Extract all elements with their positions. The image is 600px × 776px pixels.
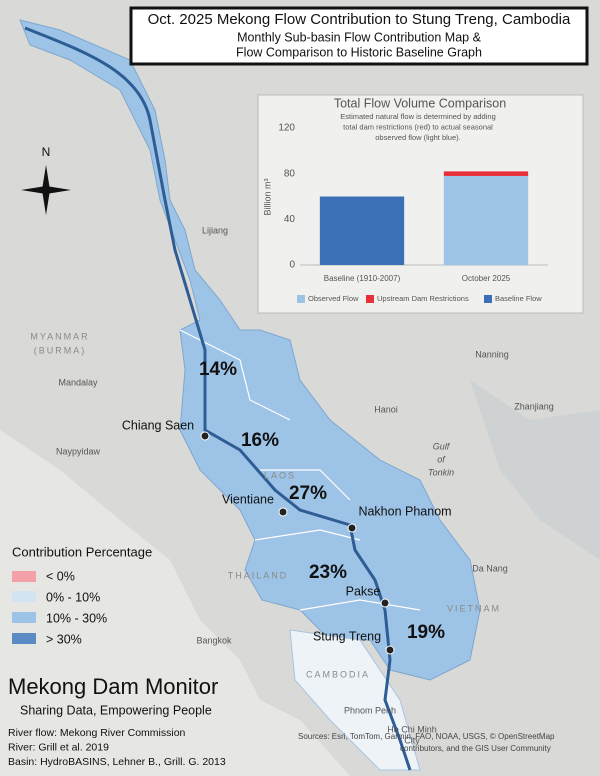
legend-swatch: [12, 591, 36, 602]
gauge-marker: [347, 523, 357, 533]
water-label: Tonkin: [428, 467, 454, 477]
y-tick-label: 40: [284, 214, 296, 225]
legend-title: Contribution Percentage: [12, 544, 152, 559]
delta-basin: [289, 629, 421, 771]
country-label: MYANMAR: [30, 331, 89, 341]
title-box: [129, 6, 589, 66]
sub-basin-boundaries: [179, 329, 421, 611]
title-line: Oct. 2025 Mekong Flow Contribution to St…: [148, 11, 571, 28]
y-axis-label: Billion m³: [262, 178, 272, 215]
mekong-river: [24, 26, 412, 771]
place-label: Da Nang: [472, 563, 508, 573]
brand-name: Mekong Dam Monitor: [8, 674, 218, 699]
bar: [443, 175, 529, 265]
credit-line: River: Grill et al. 2019: [8, 741, 109, 753]
compass: [21, 165, 71, 215]
title-line: Flow Comparison to Historic Baseline Gra…: [236, 45, 482, 59]
legend-swatch: [297, 295, 305, 303]
title-line: Monthly Sub-basin Flow Contribution Map …: [237, 30, 482, 44]
gauge-label: Pakse: [346, 584, 381, 598]
gauge-marker: [380, 598, 390, 608]
land-shade: [0, 430, 350, 776]
legend-swatch: [12, 612, 36, 623]
legend-label: < 0%: [46, 569, 75, 583]
brand-tagline: Sharing Data, Empowering People: [20, 703, 212, 717]
chart-subtitle: Estimated natural flow is determined by …: [340, 112, 496, 121]
place-label: Bangkok: [196, 635, 232, 645]
legend-swatch: [12, 571, 36, 582]
x-tick-label: Baseline (1910-2007): [324, 274, 401, 283]
gauge-label: Stung Treng: [313, 629, 381, 643]
legend-swatch: [12, 633, 36, 644]
country-label: CAMBODIA: [306, 669, 370, 679]
x-tick-label: October 2025: [462, 274, 511, 283]
gauge-marker: [278, 507, 288, 517]
place-label: Hanoi: [374, 404, 398, 414]
basin: [19, 19, 481, 681]
credit-line: River flow: Mekong River Commission: [8, 727, 186, 739]
water-label: Gulf: [433, 441, 451, 451]
gauge-marker: [200, 431, 210, 441]
contribution-label: 16%: [241, 430, 279, 451]
contribution-label: 19%: [407, 622, 445, 643]
bar: [319, 196, 405, 265]
place-label: Lijiang: [202, 225, 228, 235]
legend-label: 0% - 10%: [46, 590, 100, 604]
chart-subtitle: observed flow (light blue).: [375, 133, 460, 142]
sources-line: Sources: Esri, TomTom, Garmin, FAO, NOAA…: [298, 732, 555, 741]
chart-panel: [257, 94, 584, 314]
place-label: Zhanjiang: [514, 401, 554, 411]
place-label: Mandalay: [58, 377, 98, 387]
chart-subtitle: total dam restrictions (red) to actual s…: [343, 122, 493, 131]
country-label: LAOS: [264, 470, 296, 480]
y-tick-label: 120: [278, 123, 295, 134]
legend-swatch: [366, 295, 374, 303]
place-label: Phnom Penh: [344, 705, 396, 715]
gauge-label: Chiang Saen: [122, 418, 194, 432]
sources-line: contributors, and the GIS User Community: [400, 744, 551, 753]
sea: [470, 380, 600, 560]
chart-title: Total Flow Volume Comparison: [334, 96, 506, 110]
gauge-label: Vientiane: [222, 492, 274, 506]
y-tick-label: 80: [284, 168, 296, 179]
contribution-label: 27%: [289, 483, 327, 504]
place-label: Nanning: [475, 349, 509, 359]
country-label: (BURMA): [34, 345, 87, 355]
place-label: Naypyidaw: [56, 446, 101, 456]
place-label: City: [404, 735, 420, 745]
legend-swatch: [484, 295, 492, 303]
bar: [443, 171, 529, 176]
country-label: THAILAND: [228, 570, 289, 580]
credit-line: Basin: HydroBASINS, Lehner B., Grill. G.…: [8, 756, 226, 768]
water-label: of: [437, 454, 446, 464]
gauge-marker: [385, 645, 395, 655]
place-label: Ho Chi Minh: [387, 724, 437, 734]
compass-label: N: [42, 145, 51, 159]
legend-label: Observed Flow: [308, 294, 359, 303]
y-tick-label: 0: [289, 260, 295, 271]
country-label: VIETNAM: [447, 603, 501, 613]
gauge-label: Nakhon Phanom: [358, 504, 451, 518]
legend-label: 10% - 30%: [46, 611, 107, 625]
contribution-label: 23%: [309, 562, 347, 583]
legend-label: > 30%: [46, 632, 82, 646]
contribution-label: 14%: [199, 359, 237, 380]
legend-label: Upstream Dam Restrictions: [377, 294, 469, 303]
legend-label: Baseline Flow: [495, 294, 542, 303]
